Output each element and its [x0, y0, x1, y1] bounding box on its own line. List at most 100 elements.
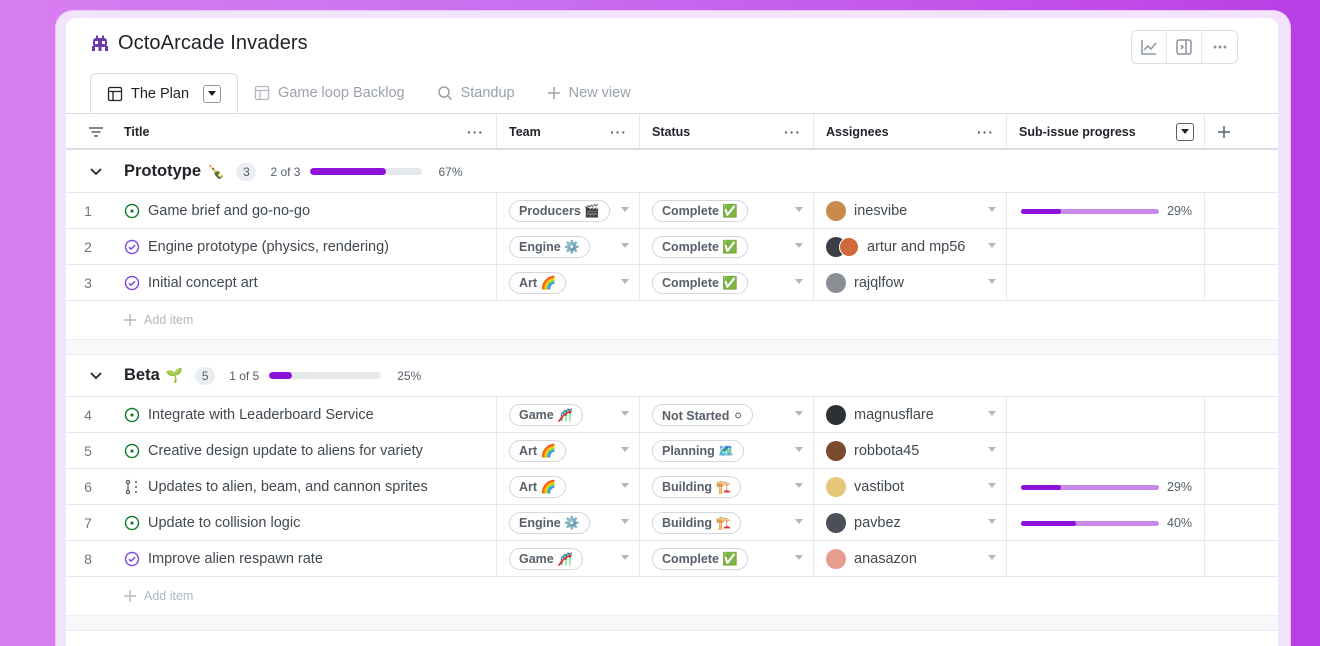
column-menu-icon[interactable]: ··· — [467, 123, 484, 140]
tab-menu-caret-icon[interactable] — [203, 84, 222, 103]
chevron-down-icon[interactable] — [621, 483, 629, 488]
assignees-cell[interactable]: rajqlfow — [814, 265, 1007, 301]
status-cell[interactable]: Complete ✅ — [640, 541, 814, 577]
chevron-down-icon[interactable] — [795, 447, 803, 452]
chevron-down-icon[interactable] — [988, 555, 996, 560]
column-menu-icon[interactable]: ··· — [610, 123, 627, 140]
tab-standup[interactable]: Standup — [421, 73, 531, 113]
title-cell[interactable]: Updates to alien, beam, and cannon sprit… — [110, 469, 497, 505]
chevron-down-icon[interactable] — [795, 555, 803, 560]
tab-the-plan[interactable]: The Plan — [90, 73, 239, 114]
team-cell[interactable]: Producers 🎬 — [497, 193, 640, 229]
title-cell[interactable]: Engine prototype (physics, rendering) — [110, 229, 497, 265]
issue-title-link[interactable]: Initial concept art — [148, 275, 258, 291]
chevron-down-icon[interactable] — [90, 371, 102, 380]
chevron-down-icon[interactable] — [795, 207, 803, 212]
column-header-progress[interactable]: Sub-issue progress — [1007, 114, 1205, 149]
chevron-down-icon[interactable] — [621, 519, 629, 524]
table-row[interactable]: 6 Updates to alien, beam, and cannon spri… — [66, 469, 1278, 505]
column-menu-icon[interactable]: ··· — [977, 123, 994, 140]
issue-title-link[interactable]: Update to collision logic — [148, 515, 301, 531]
issue-title-link[interactable]: Updates to alien, beam, and cannon sprit… — [148, 479, 428, 495]
chevron-down-icon[interactable] — [621, 447, 629, 452]
add-field-button[interactable] — [1205, 114, 1278, 149]
status-cell[interactable]: Complete ✅ — [640, 229, 814, 265]
column-header-status[interactable]: Status ··· — [640, 114, 814, 149]
team-cell[interactable]: Art 🌈 — [497, 469, 640, 505]
team-cell[interactable]: Engine ⚙️ — [497, 505, 640, 541]
issue-title-link[interactable]: Game brief and go-no-go — [148, 203, 311, 219]
table-row[interactable]: 7 Update to collision logic Engine ⚙️ Build… — [66, 505, 1278, 541]
group-header[interactable]: Prototype 🍾 3 2 of 3 67% — [66, 151, 1278, 193]
chevron-down-icon[interactable] — [621, 555, 629, 560]
row-options-icon[interactable] — [66, 114, 110, 149]
table-row[interactable]: 3 Initial concept art Art 🌈 Complete ✅ rajql… — [66, 265, 1278, 301]
issue-title-link[interactable]: Improve alien respawn rate — [148, 551, 323, 567]
assignees-cell[interactable]: pavbez — [814, 505, 1007, 541]
chevron-down-icon[interactable] — [1176, 122, 1194, 141]
assignees-cell[interactable]: inesvibe — [814, 193, 1007, 229]
team-cell[interactable]: Game 🎢 — [497, 541, 640, 577]
chevron-down-icon[interactable] — [795, 483, 803, 488]
chevron-down-icon[interactable] — [988, 447, 996, 452]
chevron-down-icon[interactable] — [988, 411, 996, 416]
issue-title-link[interactable]: Integrate with Leaderboard Service — [148, 407, 374, 423]
assignees-cell[interactable]: robbota45 — [814, 433, 1007, 469]
chevron-down-icon[interactable] — [988, 519, 996, 524]
chevron-down-icon[interactable] — [795, 411, 803, 416]
plus-icon — [547, 87, 560, 99]
tab-new-view[interactable]: New view — [531, 73, 647, 113]
team-cell[interactable]: Game 🎢 — [497, 397, 640, 433]
add-item-button[interactable]: Add item — [66, 577, 1278, 615]
table-row[interactable]: 2 Engine prototype (physics, rendering) En… — [66, 229, 1278, 265]
title-cell[interactable]: Integrate with Leaderboard Service — [110, 397, 497, 433]
assignees-cell[interactable]: magnusflare — [814, 397, 1007, 433]
column-header-team[interactable]: Team ··· — [497, 114, 640, 149]
chevron-down-icon[interactable] — [795, 279, 803, 284]
team-cell[interactable]: Art 🌈 — [497, 433, 640, 469]
team-cell[interactable]: Engine ⚙️ — [497, 229, 640, 265]
team-cell[interactable]: Art 🌈 — [497, 265, 640, 301]
status-cell[interactable]: Complete ✅ — [640, 265, 814, 301]
column-header-title[interactable]: Title ··· — [110, 114, 497, 149]
chevron-down-icon[interactable] — [795, 243, 803, 248]
column-menu-icon[interactable]: ··· — [784, 123, 801, 140]
status-cell[interactable]: Building 🏗️ — [640, 469, 814, 505]
chevron-down-icon[interactable] — [988, 207, 996, 212]
chevron-down-icon[interactable] — [621, 243, 629, 248]
status-cell[interactable]: Building 🏗️ — [640, 505, 814, 541]
table-row[interactable]: 5 Creative design update to aliens for va… — [66, 433, 1278, 469]
chevron-down-icon[interactable] — [988, 243, 996, 248]
side-panel-icon[interactable] — [1167, 31, 1202, 63]
status-cell[interactable]: Complete ✅ — [640, 193, 814, 229]
title-cell[interactable]: Update to collision logic — [110, 505, 497, 541]
table-row[interactable]: 1 Game brief and go-no-go Producers 🎬 Compl… — [66, 193, 1278, 229]
title-cell[interactable]: Initial concept art — [110, 265, 497, 301]
tab-game-loop-backlog[interactable]: Game loop Backlog — [238, 73, 421, 113]
insights-chart-icon[interactable] — [1132, 31, 1167, 63]
chevron-down-icon[interactable] — [988, 279, 996, 284]
more-options-icon[interactable] — [1202, 31, 1237, 63]
title-cell[interactable]: Improve alien respawn rate — [110, 541, 497, 577]
title-cell[interactable]: Game brief and go-no-go — [110, 193, 497, 229]
issue-title-link[interactable]: Creative design update to aliens for var… — [148, 443, 423, 459]
assignees-cell[interactable]: artur and mp56 — [814, 229, 1007, 265]
assignees-cell[interactable]: vastibot — [814, 469, 1007, 505]
group-header[interactable]: Beta 🌱 5 1 of 5 25% — [66, 355, 1278, 397]
assignees-cell[interactable]: anasazon — [814, 541, 1007, 577]
chevron-down-icon[interactable] — [795, 519, 803, 524]
chevron-down-icon[interactable] — [988, 483, 996, 488]
status-cell[interactable]: Planning 🗺️ — [640, 433, 814, 469]
chevron-down-icon[interactable] — [621, 411, 629, 416]
table-row[interactable]: 4 Integrate with Leaderboard Service Game … — [66, 397, 1278, 433]
table-row[interactable]: 8 Improve alien respawn rate Game 🎢 Complet… — [66, 541, 1278, 577]
chevron-down-icon[interactable] — [90, 167, 102, 176]
plus-icon — [1218, 125, 1230, 138]
chevron-down-icon[interactable] — [621, 207, 629, 212]
status-cell[interactable]: Not Started ⚪ — [640, 397, 814, 433]
column-header-assignees[interactable]: Assignees ··· — [814, 114, 1007, 149]
title-cell[interactable]: Creative design update to aliens for var… — [110, 433, 497, 469]
issue-title-link[interactable]: Engine prototype (physics, rendering) — [148, 239, 389, 255]
chevron-down-icon[interactable] — [621, 279, 629, 284]
add-item-button[interactable]: Add item — [66, 301, 1278, 339]
